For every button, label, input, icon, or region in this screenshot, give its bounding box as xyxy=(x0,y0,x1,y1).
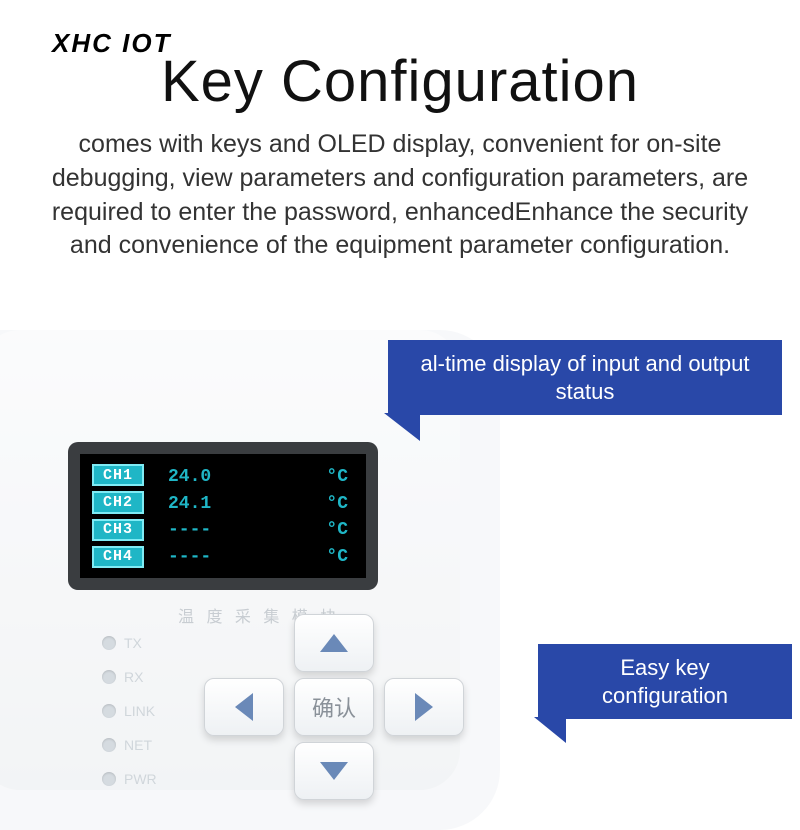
key-confirm[interactable]: 确认 xyxy=(294,678,374,736)
channel-unit: °C xyxy=(326,546,348,568)
callout-text: al-time display of input and output stat… xyxy=(421,351,750,404)
callout-display: al-time display of input and output stat… xyxy=(388,340,782,415)
callout-tail-icon xyxy=(534,717,566,743)
channel-column: CH1 CH2 CH3 CH4 xyxy=(92,464,144,568)
led-label: LINK xyxy=(124,703,155,719)
key-right[interactable] xyxy=(384,678,464,736)
channel-badge: CH2 xyxy=(92,491,144,513)
channel-badge: CH4 xyxy=(92,546,144,568)
key-left[interactable] xyxy=(204,678,284,736)
values-column: 24.0 24.1 ---- ---- xyxy=(168,464,211,568)
led-label: RX xyxy=(124,669,143,685)
key-up[interactable] xyxy=(294,614,374,672)
channel-value: ---- xyxy=(168,520,211,542)
led-row: LINK xyxy=(102,703,157,719)
callout-text: Easy key configuration xyxy=(602,655,728,708)
arrow-right-icon xyxy=(415,693,433,721)
channel-value: ---- xyxy=(168,546,211,568)
led-label: TX xyxy=(124,635,142,651)
led-row: NET xyxy=(102,737,157,753)
led-dot-icon xyxy=(102,636,116,650)
channel-unit: °C xyxy=(326,520,348,542)
arrow-left-icon xyxy=(235,693,253,721)
led-row: RX xyxy=(102,669,157,685)
channel-unit: °C xyxy=(326,493,348,515)
description-text: comes with keys and OLED display, conven… xyxy=(0,128,800,263)
led-dot-icon xyxy=(102,704,116,718)
channel-value: 24.0 xyxy=(168,466,211,488)
arrow-down-icon xyxy=(320,762,348,780)
channel-unit: °C xyxy=(326,466,348,488)
page-title: Key Configuration xyxy=(0,48,800,115)
led-label: NET xyxy=(124,737,152,753)
status-leds: TX RX LINK NET PWR xyxy=(102,635,157,787)
led-row: TX xyxy=(102,635,157,651)
oled-display: CH1 CH2 CH3 CH4 24.0 24.1 ---- ---- °C °… xyxy=(68,442,378,590)
units-column: °C °C °C °C xyxy=(326,464,354,568)
channel-badge: CH3 xyxy=(92,519,144,541)
callout-keys: Easy key configuration xyxy=(538,644,792,719)
led-row: PWR xyxy=(102,771,157,787)
keypad: 确认 xyxy=(200,620,500,820)
led-dot-icon xyxy=(102,670,116,684)
channel-badge: CH1 xyxy=(92,464,144,486)
led-dot-icon xyxy=(102,772,116,786)
led-label: PWR xyxy=(124,771,157,787)
channel-value: 24.1 xyxy=(168,493,211,515)
callout-tail-icon xyxy=(384,413,420,441)
arrow-up-icon xyxy=(320,634,348,652)
key-down[interactable] xyxy=(294,742,374,800)
led-dot-icon xyxy=(102,738,116,752)
